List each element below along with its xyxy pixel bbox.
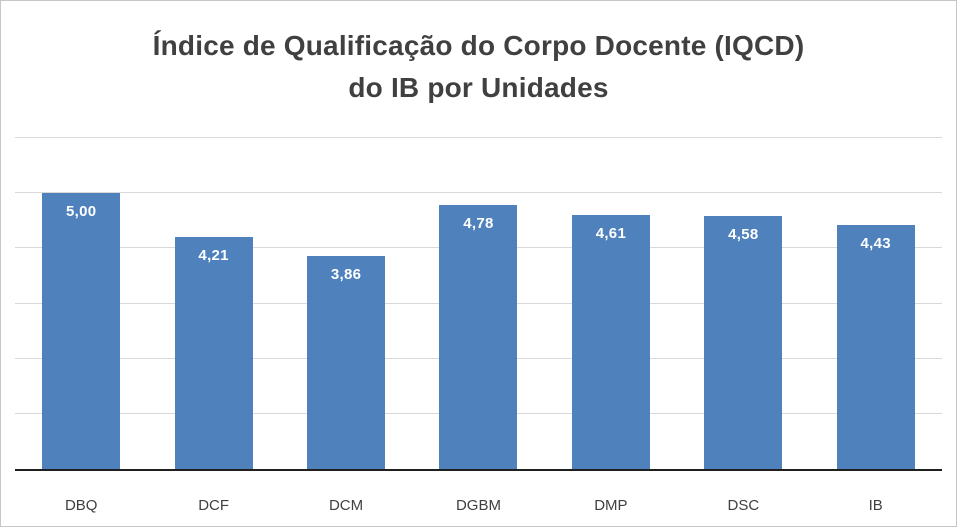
bar-value-label: 4,43 bbox=[860, 234, 891, 252]
bar-dmp: 4,61 bbox=[571, 214, 650, 469]
bar-value-label: 3,86 bbox=[330, 266, 362, 284]
x-axis-label-dbq: DBQ bbox=[64, 497, 98, 514]
bar-value-label: 4,61 bbox=[595, 224, 627, 242]
gridline bbox=[15, 192, 942, 194]
chart-title: Índice de Qualificação do Corpo Docente … bbox=[1, 25, 956, 109]
gridline bbox=[15, 137, 942, 138]
bar-ib: 4,43 bbox=[836, 224, 915, 469]
bar-slot-dsc: 4,58 bbox=[677, 138, 809, 469]
bar-slot-dmp: 4,61 bbox=[545, 138, 677, 469]
bar-slot-dcm: 3,86 bbox=[280, 138, 412, 469]
bar-dsc: 4,58 bbox=[704, 216, 783, 469]
plot-area: 5,00 4,21 3,86 4,78 4,61 4,58 4,43 bbox=[15, 137, 942, 471]
x-axis-labels: DBQ DCF DCM DGBM DMP DSC IB bbox=[15, 497, 942, 514]
bar-value-label: 4,21 bbox=[198, 246, 229, 264]
bar-value-label: 4,58 bbox=[728, 226, 759, 244]
bar-value-label: 5,00 bbox=[66, 203, 97, 221]
x-axis-label-dsc: DSC bbox=[727, 497, 760, 514]
bar-dcm: 3,86 bbox=[307, 256, 386, 469]
x-axis-label-dcm: DCM bbox=[328, 497, 364, 514]
bar-slot-dcf: 4,21 bbox=[147, 138, 279, 469]
chart-title-line2: do IB por Unidades bbox=[348, 72, 609, 103]
x-axis-label-dgbm: DGBM bbox=[455, 497, 501, 514]
bar-slot-dbq: 5,00 bbox=[15, 138, 147, 469]
x-axis-label-dmp: DMP bbox=[594, 497, 628, 514]
chart-title-line1: Índice de Qualificação do Corpo Docente … bbox=[152, 30, 805, 61]
bar-dcf: 4,21 bbox=[174, 236, 253, 469]
bars-row: 5,00 4,21 3,86 4,78 4,61 4,58 4,43 bbox=[15, 138, 942, 469]
bar-slot-ib: 4,43 bbox=[810, 138, 942, 469]
x-axis-label-dcf: DCF bbox=[198, 497, 230, 514]
x-axis-label-ib: IB bbox=[868, 497, 883, 514]
bar-dgbm: 4,78 bbox=[439, 205, 518, 469]
bar-value-label: 4,78 bbox=[463, 215, 494, 233]
bar-slot-dgbm: 4,78 bbox=[412, 138, 544, 469]
bar-dbq: 5,00 bbox=[42, 193, 121, 469]
